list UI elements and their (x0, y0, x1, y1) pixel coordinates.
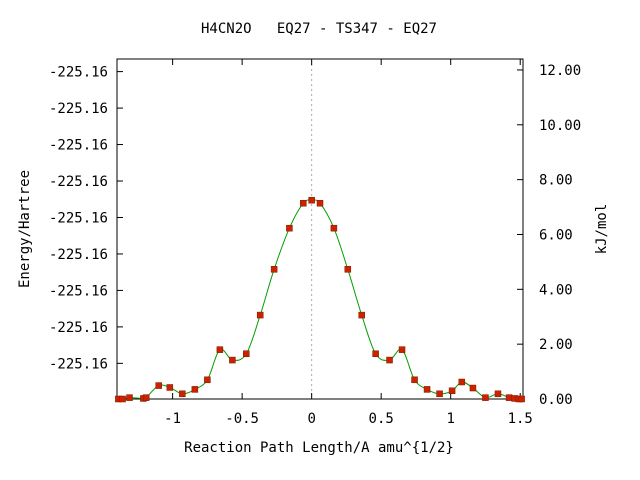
right-tick-label: 10.00 (539, 118, 581, 134)
right-tick-label: 6.00 (539, 227, 573, 243)
data-point (411, 376, 418, 384)
data-point (191, 386, 199, 393)
right-tick-label: 8.00 (539, 173, 573, 189)
data-point (155, 382, 162, 389)
x-tick-label: -1 (164, 411, 181, 427)
left-tick-label: -225.16 (49, 247, 108, 263)
data-point (270, 266, 278, 273)
x-tick-label: 1 (446, 411, 454, 427)
data-point (448, 387, 456, 395)
plot-area-frame (116, 58, 524, 400)
left-tick-label: -225.16 (49, 283, 108, 299)
data-point (119, 395, 126, 403)
left-tick-label: -225.16 (49, 174, 108, 190)
data-point (386, 356, 393, 364)
data-point (436, 390, 443, 398)
data-point (482, 394, 489, 401)
data-point (358, 311, 365, 319)
data-point (204, 376, 211, 384)
data-point (126, 394, 133, 401)
x-tick-label: -0.5 (225, 411, 259, 427)
data-point (505, 394, 513, 401)
x-axis-label: Reaction Path Length/A amu^{1/2} (184, 440, 454, 456)
left-tick-label: -225.16 (49, 65, 108, 81)
data-point (216, 346, 224, 353)
series-line (118, 199, 522, 400)
data-point (423, 386, 431, 393)
x-tick-label: 1.5 (508, 411, 533, 427)
right-tick-label: 0.00 (539, 392, 573, 408)
data-point (179, 390, 186, 398)
x-tick-label: 0 (307, 411, 315, 427)
data-point (229, 356, 236, 364)
y-axis-label-right: kJ/mol (594, 204, 610, 255)
data-point (166, 384, 174, 391)
data-point (308, 196, 315, 204)
left-tick-label: -225.16 (49, 356, 108, 372)
chart-title: H4CN2O EQ27 - TS347 - EQ27 (201, 21, 437, 37)
y-axis-label-left: Energy/Hartree (17, 170, 33, 288)
right-tick-label: 4.00 (539, 282, 573, 298)
right-tick-label: 2.00 (539, 337, 573, 353)
left-tick-label: -225.16 (49, 101, 108, 117)
left-tick-label: -225.16 (49, 320, 108, 336)
data-point (458, 378, 466, 386)
data-point (243, 350, 250, 358)
data-point (316, 199, 324, 207)
left-tick-label: -225.16 (49, 210, 108, 226)
data-point (142, 394, 150, 401)
data-point (372, 350, 379, 358)
data-point (494, 390, 502, 398)
data-point (469, 384, 477, 392)
x-tick-label: 0.5 (369, 411, 394, 427)
data-point (286, 224, 293, 232)
data-point (330, 224, 338, 232)
left-tick-label: -225.16 (49, 138, 108, 154)
data-point (300, 199, 307, 207)
data-point (344, 266, 352, 273)
data-point (518, 395, 525, 403)
right-tick-label: 12.00 (539, 63, 581, 79)
data-point (256, 311, 264, 319)
data-point (398, 346, 406, 353)
